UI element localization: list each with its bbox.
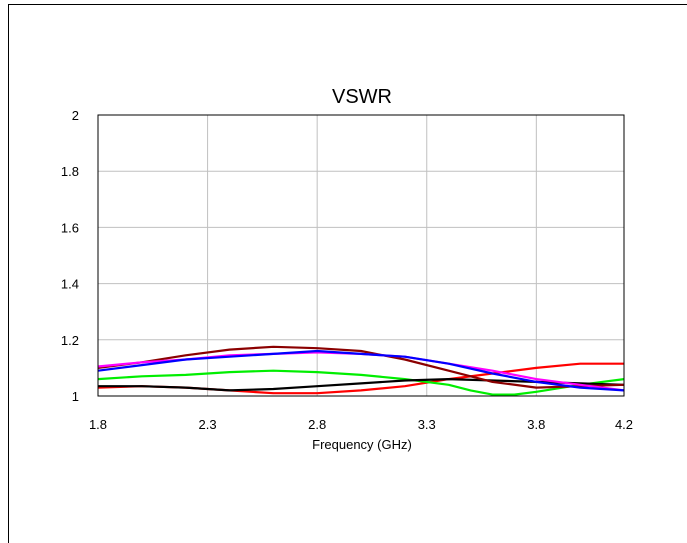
series-line-5 (97, 351, 625, 392)
y-tick-label: 1.4 (61, 277, 79, 292)
plot-area (97, 114, 625, 397)
series-line-2 (97, 369, 625, 396)
chart-frame (8, 4, 687, 543)
x-tick-label: 2.8 (308, 417, 326, 432)
x-tick-label: 3.3 (418, 417, 436, 432)
y-tick-label: 1 (72, 389, 79, 404)
x-tick-label: 1.8 (89, 417, 107, 432)
chart-title: VSWR (332, 86, 392, 108)
y-tick-label: 2 (72, 108, 79, 123)
series-line-6 (97, 349, 625, 392)
x-tick-label: 3.8 (527, 417, 545, 432)
y-tick-label: 1.8 (61, 164, 79, 179)
y-tick-label: 1.6 (61, 220, 79, 235)
x-tick-label: 2.3 (199, 417, 217, 432)
series-group (97, 345, 625, 396)
y-tick-labels: 1 1.2 1.4 1.6 1.8 2 (61, 108, 79, 404)
series-line-4 (97, 345, 625, 389)
x-tick-label: 4.2 (615, 417, 633, 432)
y-tick-label: 1.2 (61, 333, 79, 348)
x-tick-labels: 1.8 2.3 2.8 3.3 3.8 4.2 (89, 417, 633, 432)
x-axis-label: Frequency (GHz) (312, 437, 412, 452)
series-line-1 (97, 362, 624, 395)
